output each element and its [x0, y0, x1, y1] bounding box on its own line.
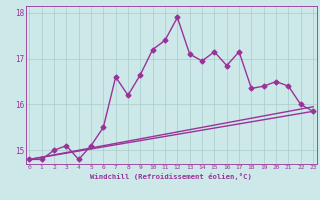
X-axis label: Windchill (Refroidissement éolien,°C): Windchill (Refroidissement éolien,°C): [90, 173, 252, 180]
